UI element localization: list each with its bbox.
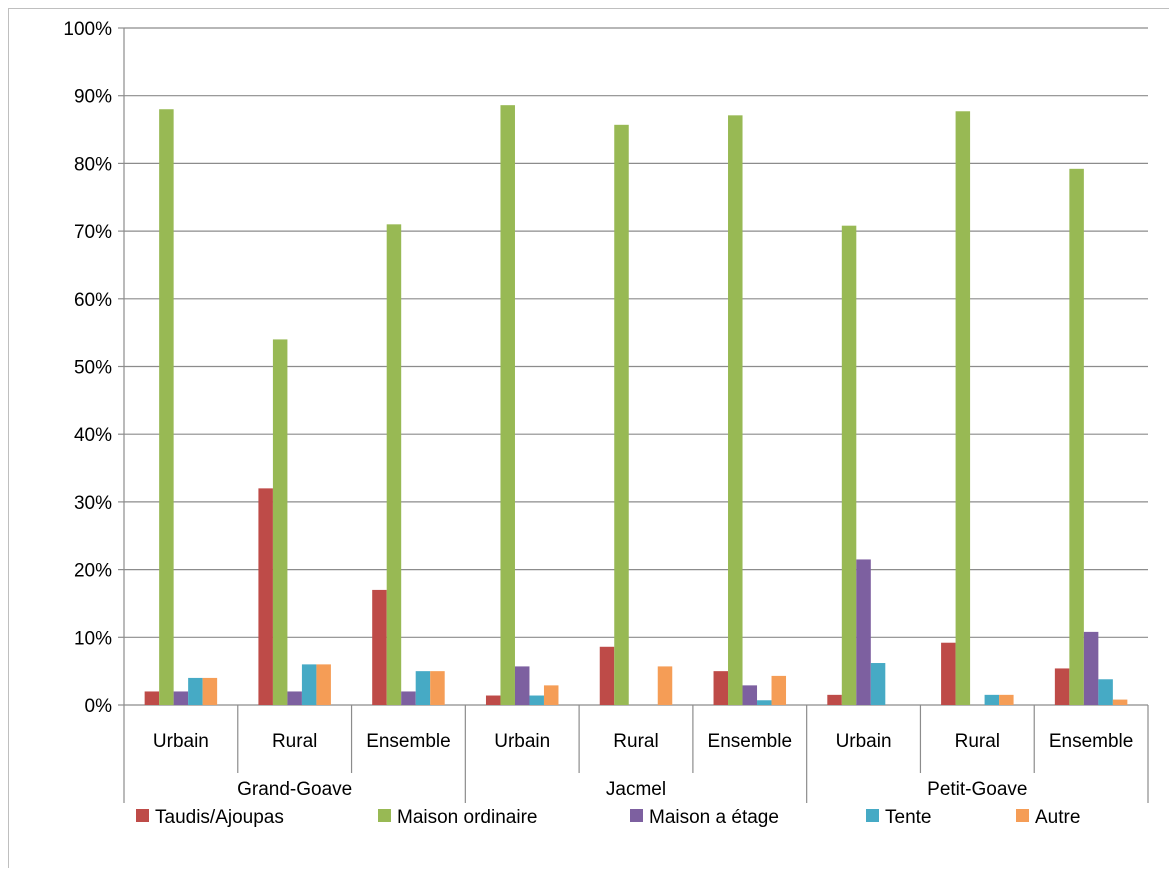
bar [728,115,743,705]
legend-label: Taudis/Ajoupas [155,807,284,828]
x-category-label: Ensemble [1049,731,1134,752]
chart-frame [8,8,1169,868]
bar [372,589,387,705]
bar [430,671,445,705]
bar [984,694,1000,705]
bar [287,691,302,705]
bar [771,675,787,705]
x-category-label: Urbain [153,731,209,752]
bar [500,105,515,706]
legend-swatch [630,809,643,822]
bar [401,691,416,705]
y-tick-label: 50% [74,358,112,379]
bar [841,225,857,705]
legend-label: Maison a étage [649,807,779,828]
x-group-label: Petit-Goave [927,779,1027,800]
x-category-label: Rural [272,731,317,752]
y-tick-label: 60% [74,290,112,311]
legend-label: Maison ordinaire [397,807,537,828]
y-tick-label: 20% [74,561,112,582]
x-group-label: Jacmel [606,779,666,800]
x-category-label: Rural [613,731,658,752]
bar [713,671,729,705]
x-group-label: Grand-Goave [237,779,352,800]
y-tick-label: 80% [74,154,112,175]
bar [272,339,288,705]
bar [870,663,886,705]
bar [999,694,1014,705]
y-tick-label: 40% [74,425,112,446]
bar [827,694,842,705]
bar [144,691,160,705]
bar [159,109,174,706]
x-category-label: Ensemble [708,731,793,752]
y-tick-label: 100% [63,19,112,40]
bar [173,691,189,705]
bar [599,646,615,705]
bar [941,642,956,705]
bar [1098,679,1113,705]
y-tick-label: 90% [74,87,112,108]
legend-swatch [1016,809,1029,822]
bar [543,685,559,705]
bar [529,695,544,705]
y-tick-label: 70% [74,222,112,243]
x-category-label: Urbain [494,731,550,752]
bar [1069,168,1084,706]
bar [415,671,431,705]
y-tick-label: 30% [74,493,112,514]
bar [188,677,203,705]
bar [955,111,971,705]
bar [757,700,772,705]
bar [301,664,317,705]
x-category-label: Ensemble [366,731,451,752]
x-category-label: Rural [955,731,1000,752]
legend-swatch [866,809,879,822]
bar [386,224,402,705]
legend-label: Autre [1035,807,1080,828]
bar [614,124,629,706]
bar [316,664,331,705]
bar [202,677,218,705]
bar [1112,699,1128,705]
legend-swatch [378,809,391,822]
bar [1054,668,1070,705]
bar [1083,631,1099,705]
bar [514,666,530,705]
bar [657,666,673,705]
bar [258,488,273,705]
bar [856,559,871,705]
legend-label: Tente [885,807,931,828]
bar [742,685,758,705]
bar [485,695,501,705]
x-category-label: Urbain [836,731,892,752]
y-tick-label: 0% [85,696,113,717]
y-tick-label: 10% [74,628,112,649]
legend-swatch [136,809,149,822]
